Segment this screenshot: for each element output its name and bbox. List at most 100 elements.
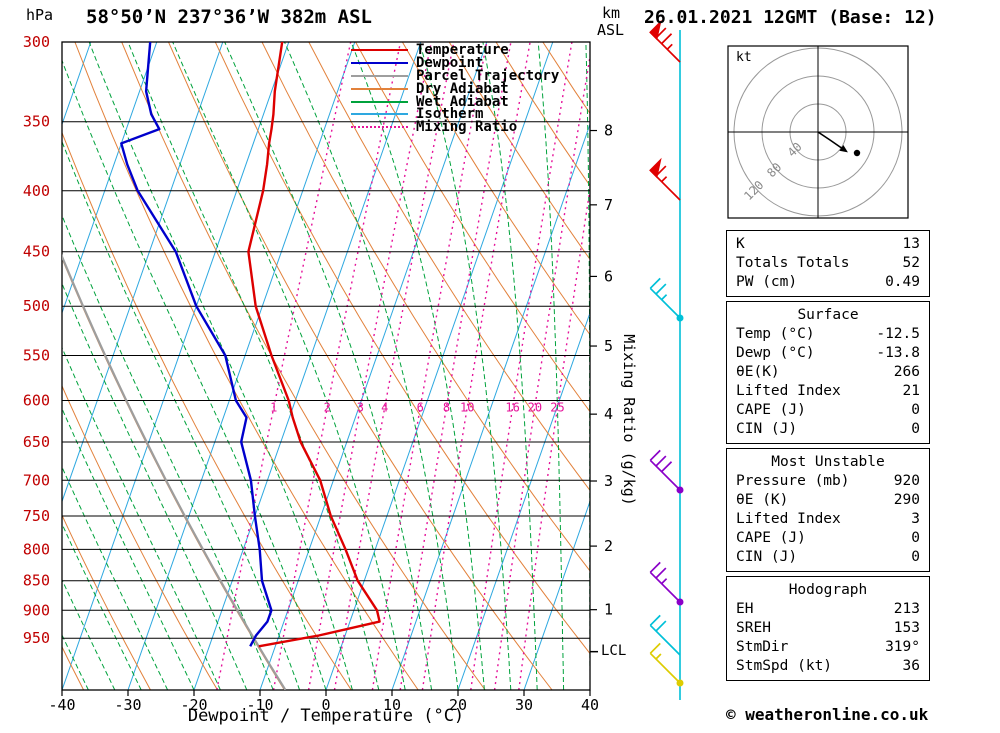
temp-tick-label: 40 — [581, 696, 599, 714]
wind-level-dot — [676, 598, 684, 606]
stat-row: Totals Totals 52 — [736, 254, 920, 273]
wet-adiabat-line — [62, 282, 248, 690]
table-title: Surface — [797, 307, 859, 323]
dewpoint-curve — [120, 42, 273, 647]
stat-value: 0 — [911, 530, 920, 546]
pressure-tick-label: 650 — [23, 433, 50, 451]
pressure-tick-label: 800 — [23, 540, 50, 558]
legend-item: Isotherm — [351, 106, 559, 123]
pressure-tick-label: 400 — [23, 182, 50, 200]
isotherm-line — [259, 42, 488, 690]
barb-full — [649, 561, 661, 573]
pressure-tick-label: 300 — [23, 33, 50, 51]
stat-label: Totals Totals — [736, 255, 850, 271]
stat-row: CAPE (J) 0 — [736, 401, 920, 420]
mixing-ratio-value-label: 1 — [270, 400, 277, 414]
dry-adiabat-line — [308, 42, 590, 492]
station-title: 58°50’N 237°36’W 382m ASL — [86, 6, 372, 28]
mixing-ratio-line — [470, 42, 573, 690]
legend-item: Wet Adiabat — [351, 94, 559, 110]
lcl-label: LCL — [601, 643, 627, 659]
temp-tick-label: -30 — [114, 696, 141, 714]
storm-motion-dot — [853, 149, 861, 157]
table-title: Hodograph — [788, 582, 868, 598]
stat-value: -13.8 — [876, 345, 920, 361]
isotherm-line — [0, 42, 25, 690]
stat-label: Dewp (°C) — [736, 345, 815, 361]
mixing-ratio-value-label: 25 — [550, 400, 564, 414]
pressure-tick-label: 850 — [23, 572, 50, 590]
legend: Temperature Dewpoint Parcel Trajectory Dry … — [351, 42, 560, 135]
stat-label: θE (K) — [736, 492, 789, 508]
pressure-tick-label: 750 — [23, 507, 50, 525]
legend-label: Dewpoint — [416, 55, 484, 72]
legend-label: Dry Adiabat — [416, 80, 509, 97]
datetime-title: 26.01.2021 12GMT (Base: 12) — [644, 7, 937, 28]
wind-barb — [649, 561, 681, 603]
stat-value: -12.5 — [876, 326, 920, 342]
stat-row: Pressure (mb) 920 — [736, 472, 920, 491]
legend-item: Dry Adiabat — [351, 80, 559, 97]
temp-tick-label: 0 — [321, 696, 330, 714]
isotherm-line — [127, 42, 356, 690]
legend-item: Dewpoint — [351, 55, 559, 72]
km-tick-label: 8 — [604, 122, 613, 140]
stat-label: Temp (°C) — [736, 326, 815, 342]
isotherm-line — [62, 42, 92, 126]
dry-adiabat-line — [401, 42, 590, 336]
wind-profile-column — [649, 19, 684, 700]
km-tick-label: 5 — [604, 337, 613, 355]
barb-half — [666, 43, 673, 50]
stat-row: Temp (°C) -12.5 — [736, 325, 920, 344]
stat-label: CAPE (J) — [736, 530, 806, 546]
mixing-ratio-value-label: 2 — [324, 400, 331, 414]
wind-level-dot — [676, 679, 684, 687]
wet-adiabat-line — [62, 522, 142, 690]
barb-full — [661, 461, 673, 473]
wind-level-dot — [676, 486, 684, 494]
barb-half — [655, 653, 662, 660]
stats-table: Surface Temp (°C) -12.5 Dewp (°C) -13.8 θE(K)… — [726, 301, 930, 444]
wet-adiabat-line — [172, 42, 406, 690]
stats-table: Hodograph EH 213 SREH 153 StmDir 319° StmSpd (k… — [726, 576, 930, 681]
legend-label: Parcel Trajectory — [416, 68, 560, 84]
isotherm-line — [62, 42, 224, 503]
wet-adiabat-line — [62, 214, 274, 690]
mixing-ratio-line — [399, 42, 512, 690]
legend-swatch-dry_adiabat — [351, 87, 408, 90]
stat-row: K 13 — [736, 235, 920, 254]
isotherm-line — [391, 122, 590, 690]
legend-label: Temperature — [416, 42, 509, 59]
stat-row: CIN (J) 0 — [736, 548, 920, 567]
mixing-ratio-value-label: 3 — [357, 400, 364, 414]
stat-label: CIN (J) — [736, 549, 798, 565]
hodograph-trace-arrow — [839, 144, 848, 153]
wind-barb — [649, 449, 681, 491]
hodograph-trace — [817, 131, 844, 150]
stat-value: 0 — [911, 421, 920, 437]
stat-row: Lifted Index 3 — [736, 510, 920, 529]
stat-label: SREH — [736, 620, 771, 636]
stat-row: StmSpd (kt) 36 — [736, 657, 920, 676]
stat-label: K — [736, 236, 745, 252]
temp-tick-label: -40 — [48, 696, 75, 714]
legend-item: Parcel Trajectory — [351, 68, 560, 84]
barb-full — [655, 455, 667, 467]
pressure-tick-label: 450 — [23, 243, 50, 261]
isotherm-line — [193, 42, 422, 690]
mixing-ratio-line — [518, 184, 590, 690]
legend-swatch-isotherm — [351, 113, 408, 116]
stat-value: 36 — [902, 658, 920, 674]
barb-full — [649, 449, 661, 461]
wet-adiabat-line — [0, 42, 9, 690]
dry-adiabat-line — [62, 514, 151, 690]
temp-tick-label: -20 — [180, 696, 207, 714]
stat-label: Lifted Index — [736, 383, 841, 399]
dry-adiabat-line — [261, 42, 590, 572]
legend-label: Isotherm — [416, 106, 484, 123]
isotherm-line — [457, 311, 590, 690]
dry-adiabat-line — [62, 645, 85, 690]
mixing-ratio-value-label: 4 — [381, 400, 388, 414]
wet-adiabat-line — [350, 42, 485, 690]
